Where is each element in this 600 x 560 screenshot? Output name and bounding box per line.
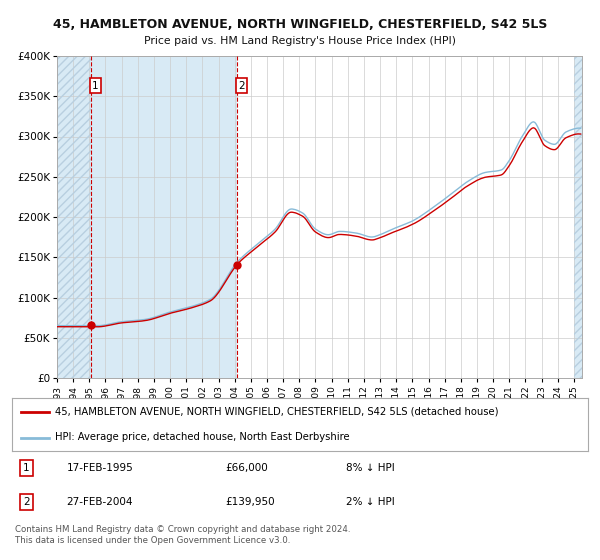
Text: Contains HM Land Registry data © Crown copyright and database right 2024.
This d: Contains HM Land Registry data © Crown c… <box>15 525 350 545</box>
Bar <box>57 56 91 378</box>
Text: 1: 1 <box>92 81 98 91</box>
Text: HPI: Average price, detached house, North East Derbyshire: HPI: Average price, detached house, Nort… <box>55 432 350 442</box>
Text: 2% ↓ HPI: 2% ↓ HPI <box>346 497 395 507</box>
Text: 8% ↓ HPI: 8% ↓ HPI <box>346 464 395 473</box>
Text: £139,950: £139,950 <box>225 497 275 507</box>
Text: 45, HAMBLETON AVENUE, NORTH WINGFIELD, CHESTERFIELD, S42 5LS: 45, HAMBLETON AVENUE, NORTH WINGFIELD, C… <box>53 17 547 31</box>
Text: 27-FEB-2004: 27-FEB-2004 <box>67 497 133 507</box>
Bar <box>574 56 582 378</box>
Bar <box>574 56 582 378</box>
Text: 2: 2 <box>23 497 30 507</box>
Text: 45, HAMBLETON AVENUE, NORTH WINGFIELD, CHESTERFIELD, S42 5LS (detached house): 45, HAMBLETON AVENUE, NORTH WINGFIELD, C… <box>55 407 499 417</box>
Bar <box>91 56 237 378</box>
Bar <box>57 56 91 378</box>
Text: £66,000: £66,000 <box>225 464 268 473</box>
Text: 17-FEB-1995: 17-FEB-1995 <box>67 464 133 473</box>
Text: 2: 2 <box>238 81 245 91</box>
Text: 1: 1 <box>23 464 30 473</box>
Text: Price paid vs. HM Land Registry's House Price Index (HPI): Price paid vs. HM Land Registry's House … <box>144 36 456 46</box>
